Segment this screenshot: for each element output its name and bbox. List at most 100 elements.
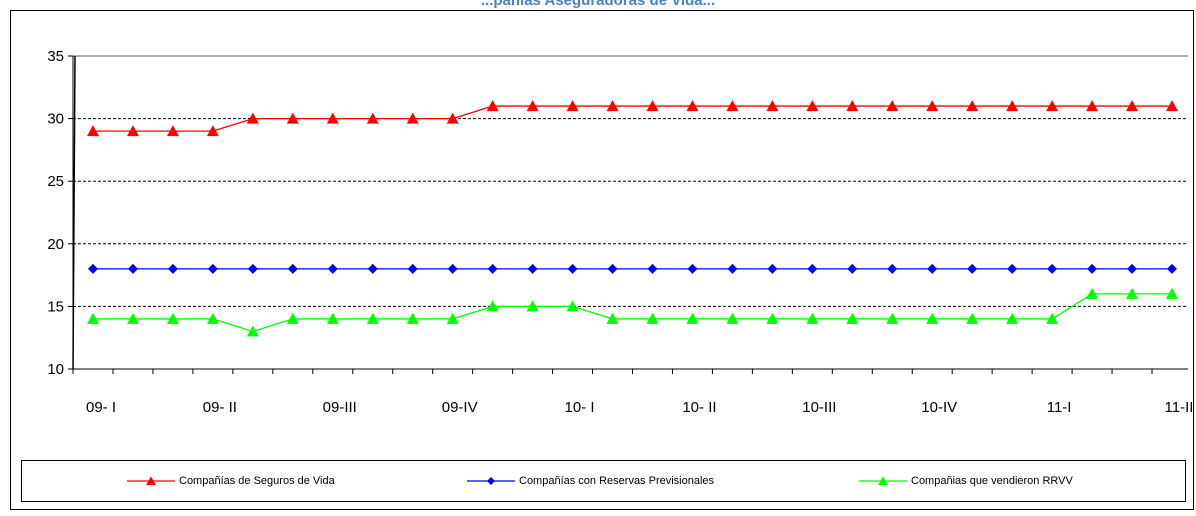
data-point <box>886 312 899 324</box>
legend-item-series-3: Compañias que vendieron RRVV <box>859 461 1073 501</box>
data-point <box>406 312 419 324</box>
y-tick-label: 35 <box>47 48 64 65</box>
data-point <box>246 112 259 124</box>
data-point <box>407 263 418 274</box>
data-point <box>1006 100 1019 112</box>
y-tick-label: 20 <box>47 236 64 253</box>
data-point <box>966 100 979 112</box>
x-tick-label: 09-III <box>323 399 357 416</box>
data-point <box>526 300 539 312</box>
data-point <box>446 312 459 324</box>
y-tick-label: 10 <box>47 361 64 378</box>
series-line-1 <box>93 105 1172 132</box>
data-point <box>286 312 299 324</box>
data-point <box>687 263 698 274</box>
data-point <box>406 112 419 124</box>
data-point <box>886 100 899 112</box>
data-point <box>88 263 98 274</box>
data-point <box>207 263 218 274</box>
data-point <box>1166 287 1178 299</box>
legend-swatch-series-2 <box>467 477 515 485</box>
legend-swatch-series-3 <box>859 476 907 485</box>
data-point <box>966 312 979 324</box>
data-point <box>686 100 699 112</box>
data-point <box>486 100 499 112</box>
data-point <box>606 312 619 324</box>
x-tick-label: 11-I <box>1047 399 1072 416</box>
series-2 <box>88 263 1177 274</box>
data-point <box>1046 100 1059 112</box>
series-1 <box>87 100 1178 137</box>
data-point <box>486 300 499 312</box>
data-point <box>166 312 179 324</box>
y-tick-label: 15 <box>47 298 64 315</box>
x-tick-label: 09- I <box>86 399 116 416</box>
data-point <box>846 100 859 112</box>
data-point <box>1126 287 1139 299</box>
data-point <box>1046 312 1059 324</box>
data-point <box>766 312 779 324</box>
axes <box>72 55 1188 370</box>
data-point <box>967 263 978 274</box>
data-point <box>766 100 779 112</box>
legend-item-series-1: Compañías de Seguros de Vida <box>127 461 335 501</box>
series-line-3 <box>93 293 1172 333</box>
data-point <box>1086 100 1099 112</box>
data-point <box>366 312 379 324</box>
data-point <box>727 263 738 274</box>
data-point <box>1126 100 1139 112</box>
data-point <box>606 100 619 112</box>
data-point <box>446 112 459 124</box>
axis-edge-stroke <box>72 55 76 370</box>
data-point <box>326 312 339 324</box>
data-point <box>726 312 739 324</box>
x-tick-label: 10- II <box>682 399 716 416</box>
legend: Compañías de Seguros de Vida Compañías c… <box>21 460 1186 502</box>
data-point <box>846 312 859 324</box>
data-point <box>326 112 339 124</box>
data-point <box>647 263 658 274</box>
x-tick-label: 11-II <box>1165 399 1194 416</box>
data-point <box>247 263 258 274</box>
data-point <box>726 100 739 112</box>
data-point <box>1087 263 1098 274</box>
data-point <box>566 100 579 112</box>
data-point <box>167 263 178 274</box>
data-point <box>567 263 578 274</box>
data-point <box>526 100 539 112</box>
data-point <box>367 263 378 274</box>
data-point <box>166 125 179 137</box>
data-point <box>887 263 898 274</box>
data-point <box>926 312 939 324</box>
data-point <box>927 263 938 274</box>
data-point <box>127 263 138 274</box>
data-point <box>1047 263 1058 274</box>
data-point <box>447 263 458 274</box>
chart-title: ...pañías Aseguradoras de Vida... <box>480 0 716 9</box>
data-point <box>206 312 219 324</box>
data-point <box>527 263 538 274</box>
x-tick-label: 09-IV <box>442 399 478 416</box>
data-point <box>287 263 298 274</box>
data-point <box>1006 312 1019 324</box>
series-3 <box>87 287 1178 337</box>
legend-swatch-series-1 <box>127 476 175 485</box>
data-point <box>87 312 99 324</box>
data-point <box>246 325 259 337</box>
y-axis-tick-labels: 10 15 20 25 30 35 <box>47 48 73 378</box>
data-point <box>1086 287 1099 299</box>
data-point <box>1166 100 1178 112</box>
data-point <box>807 263 818 274</box>
data-point <box>206 125 219 137</box>
legend-label-series-2: Compañías con Reservas Previsionales <box>519 475 715 487</box>
data-point <box>286 112 299 124</box>
data-point <box>327 263 338 274</box>
data-point <box>566 300 579 312</box>
data-point <box>1167 263 1177 274</box>
data-point <box>926 100 939 112</box>
x-axis-tick-labels: 09- I 09- II 09-III 09-IV 10- I 10- II 10-III 1… <box>72 369 1194 416</box>
data-point <box>126 125 139 137</box>
data-point <box>366 112 379 124</box>
data-point <box>806 100 819 112</box>
